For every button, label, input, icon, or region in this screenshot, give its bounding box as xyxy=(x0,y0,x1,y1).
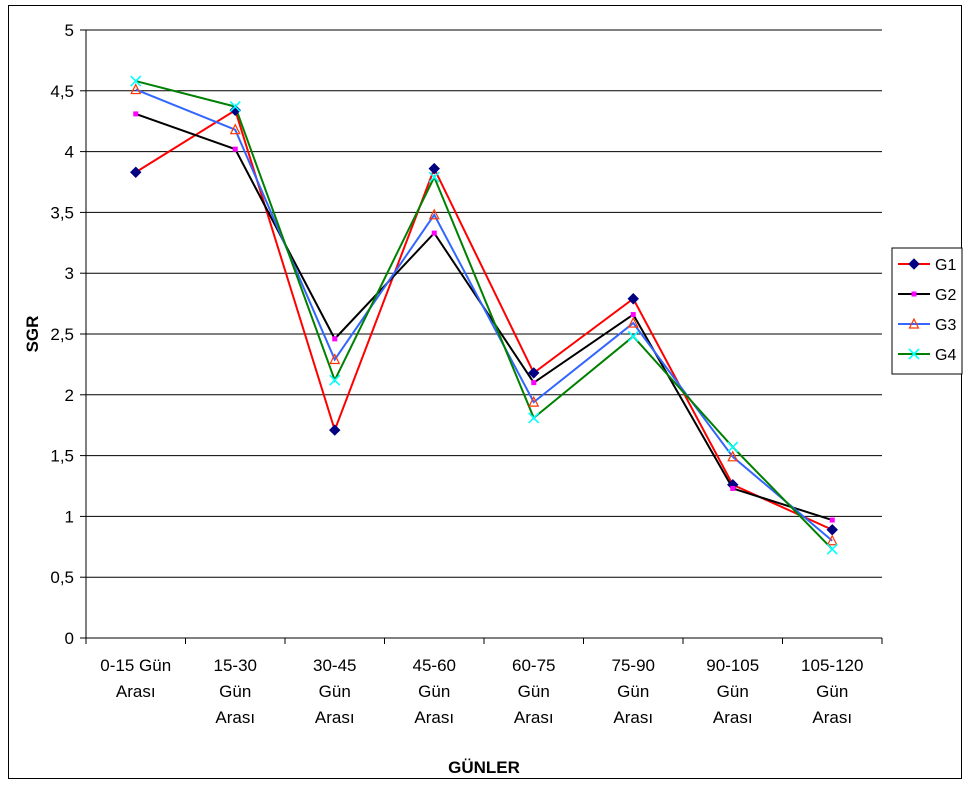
legend: G1 G2 G3 G4 xyxy=(891,247,963,375)
series-line-g2 xyxy=(135,112,833,522)
data-point-g2 xyxy=(531,380,537,386)
data-point-g1 xyxy=(229,104,241,116)
data-point-g1 xyxy=(826,524,838,536)
series-line-g3 xyxy=(135,88,833,542)
legend-marker-g2 xyxy=(911,291,917,297)
x-tick-label: 45-60 Gün Arası xyxy=(413,656,456,727)
data-point-g3 xyxy=(229,123,241,135)
series-line-g1 xyxy=(135,108,833,531)
legend-label-g3: G3 xyxy=(935,317,956,334)
data-point-g3 xyxy=(130,83,142,95)
x-tick-label: 60-75 Gün Arası xyxy=(512,656,555,727)
data-point-g3 xyxy=(627,316,639,328)
data-point-g4 xyxy=(229,101,241,113)
y-tick-label: 1,5 xyxy=(50,447,74,466)
data-point-g4 xyxy=(329,374,341,386)
data-point-g2 xyxy=(730,485,736,491)
data-point-g3 xyxy=(428,208,440,220)
legend-marker-g4 xyxy=(908,348,920,360)
data-point-g4 xyxy=(130,75,142,87)
y-tick-label: 2,5 xyxy=(50,325,74,344)
y-tick-label: 0,5 xyxy=(50,568,74,587)
data-point-g2 xyxy=(431,230,437,236)
data-point-g1 xyxy=(428,162,440,175)
data-point-g1 xyxy=(329,424,341,436)
tick-labels: 0 0,5 1 1,5 2 2,5 3 3,5 4 4,5 5 0-15 Gün Arası 15-30 G… xyxy=(50,21,863,727)
data-point-g4 xyxy=(528,412,540,424)
y-tick-label: 4,5 xyxy=(50,82,74,101)
y-tick-label: 2 xyxy=(65,386,74,405)
legend-label-g1: G1 xyxy=(935,257,956,274)
data-point-g3 xyxy=(727,450,739,462)
y-tick-label: 0 xyxy=(65,629,74,648)
data-point-g3 xyxy=(329,353,341,365)
data-point-g1 xyxy=(627,293,639,305)
series-lines xyxy=(130,75,838,555)
data-point-g4 xyxy=(627,330,639,342)
data-point-g4 xyxy=(727,441,739,453)
legend-marker-g1 xyxy=(908,258,920,270)
chart-frame xyxy=(8,5,962,779)
data-point-g3 xyxy=(528,395,540,407)
y-tick-label: 5 xyxy=(65,21,74,40)
y-axis-title: SGR xyxy=(23,316,42,353)
data-point-g3 xyxy=(826,534,838,546)
data-point-g2 xyxy=(232,146,238,152)
x-axis-title: GÜNLER xyxy=(448,758,520,777)
data-point-g2 xyxy=(829,517,835,523)
x-tick-label: 15-30 Gün Arası xyxy=(214,656,257,727)
data-point-g2 xyxy=(133,111,139,117)
data-point-g1 xyxy=(130,166,142,178)
data-point-g4 xyxy=(428,171,440,183)
data-point-g4 xyxy=(826,543,838,555)
axes xyxy=(80,29,883,644)
data-point-g2 xyxy=(332,336,338,342)
legend-label-g4: G4 xyxy=(935,347,956,364)
x-tick-label: 105-120 Gün Arası xyxy=(801,656,863,727)
x-tick-label: 75-90 Gün Arası xyxy=(612,656,655,727)
data-point-g2 xyxy=(630,312,636,318)
series-line-g4 xyxy=(135,80,833,550)
data-point-g1 xyxy=(528,367,540,379)
y-tick-label: 4 xyxy=(65,143,74,162)
y-tick-label: 3 xyxy=(65,264,74,283)
y-tick-label: 3,5 xyxy=(50,203,74,222)
legend-marker-g3 xyxy=(908,317,920,329)
y-tick-label: 1 xyxy=(65,507,74,526)
x-tick-label: 0-15 Gün Arası xyxy=(100,656,171,701)
gridlines xyxy=(86,29,882,578)
legend-label-g2: G2 xyxy=(935,287,956,304)
x-tick-label: 90-105 Gün Arası xyxy=(706,656,759,727)
x-tick-label: 30-45 Gün Arası xyxy=(313,656,356,727)
